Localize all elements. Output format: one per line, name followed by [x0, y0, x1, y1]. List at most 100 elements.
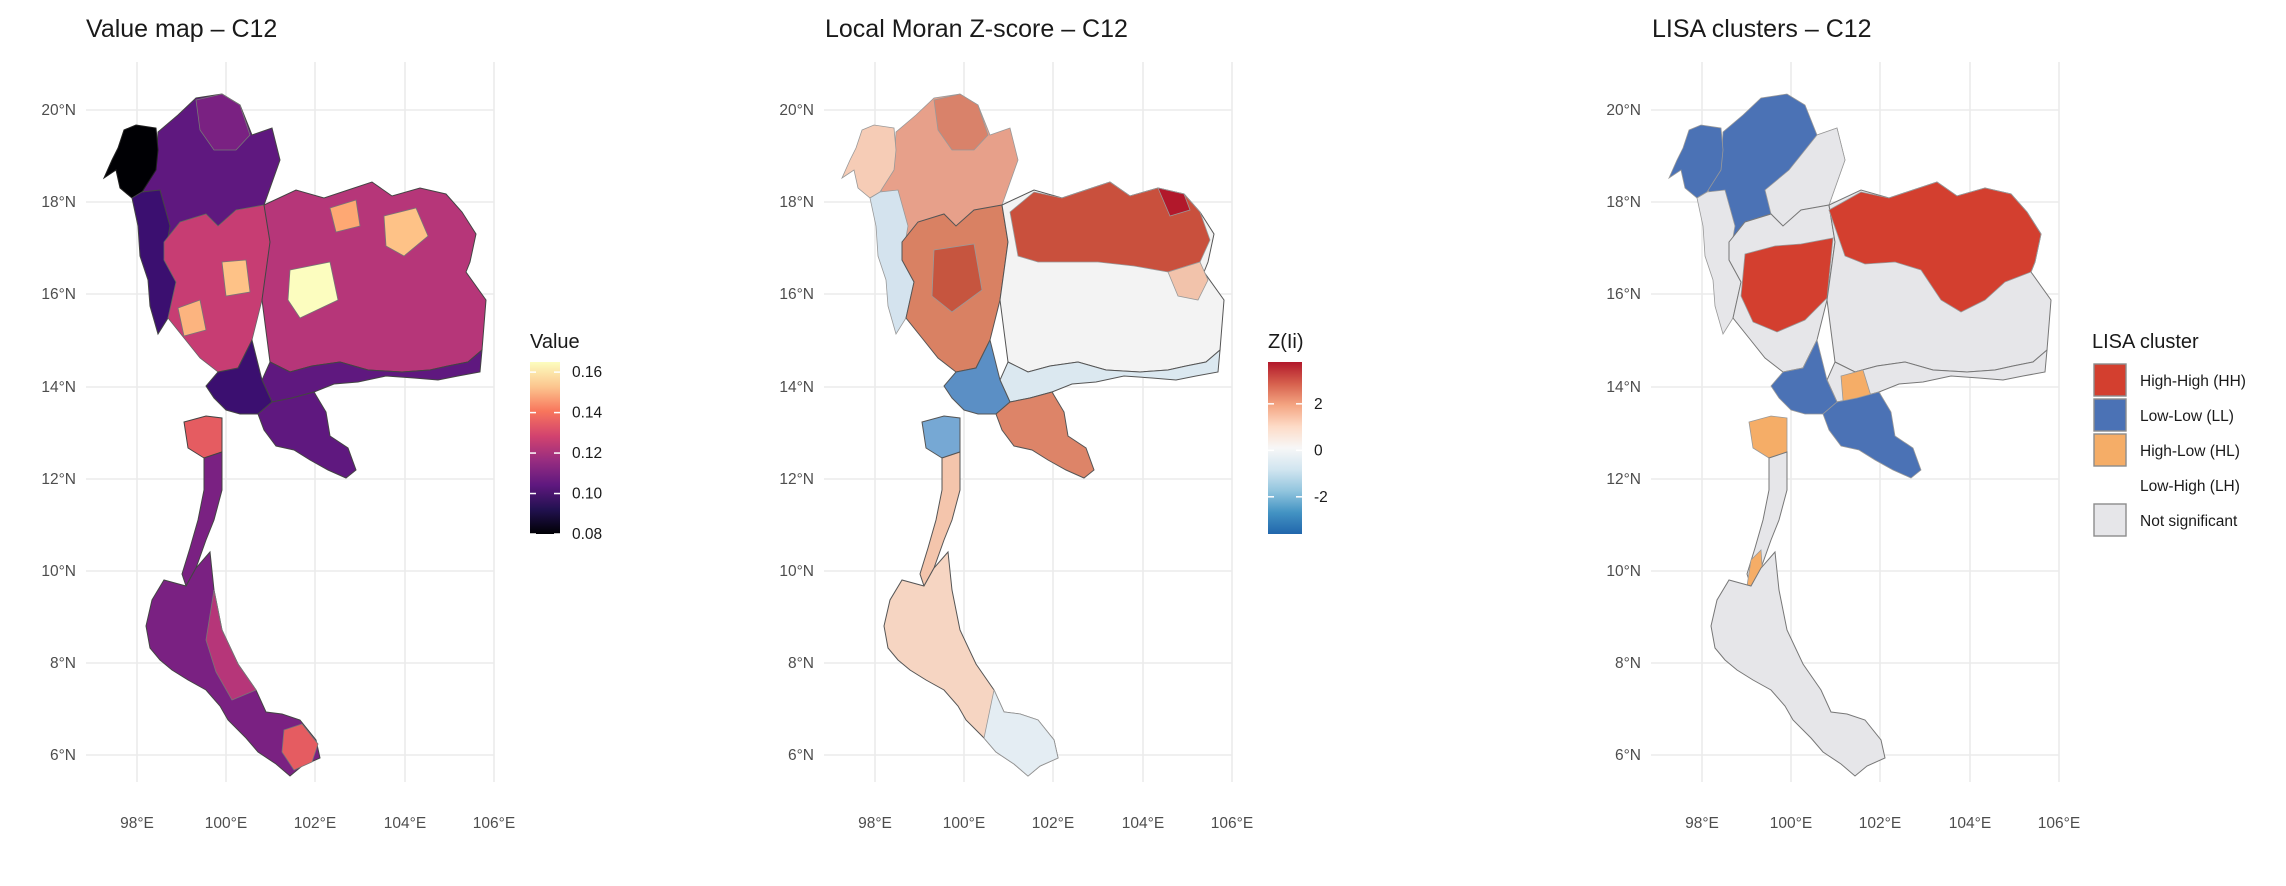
colorbar-tick-label: 0.16	[572, 364, 602, 381]
x-tick-label: 102°E	[1859, 815, 1901, 832]
region-northeast-red-z	[1009, 181, 1211, 273]
x-axis-ticks: 98°E 100°E 102°E 104°E 106°E	[1685, 815, 2080, 832]
y-tick-label: 12°N	[41, 471, 76, 488]
region-central-west-bright-value	[177, 299, 207, 337]
legend-item-label: High-High (HH)	[2140, 373, 2246, 390]
region-northeast-darkred-z	[1157, 187, 1191, 217]
y-tick-label: 18°N	[779, 194, 814, 211]
legend-z: Z(Ii) 2 0 -2	[1268, 331, 1328, 534]
region-south-tip-value	[281, 723, 319, 771]
x-tick-label: 100°E	[1770, 815, 1812, 832]
y-axis-ticks: 20°N 18°N 16°N 14°N 12°N 10°N 8°N 6°N	[1606, 102, 1641, 764]
panel-lisa-map: LISA clusters – C12 98°E 100°E 102°E 104°E 1…	[1606, 15, 2246, 832]
region-south-tip-z	[983, 688, 1059, 777]
colorbar-tick-label: 0.14	[572, 405, 603, 422]
y-tick-label: 20°N	[779, 102, 814, 119]
x-tick-label: 104°E	[1949, 815, 1991, 832]
region-north-east-sub-z	[933, 93, 989, 151]
y-axis-ticks: 20°N 18°N 16°N 14°N 12°N 10°N 8°N 6°N	[41, 102, 76, 764]
region-south-lisa	[1710, 550, 1886, 777]
colorbar-tick-label: 0.10	[572, 486, 603, 503]
region-northeast-salmon-z	[1167, 261, 1209, 301]
y-tick-label: 12°N	[779, 471, 814, 488]
legend-swatch	[2093, 363, 2127, 397]
x-tick-label: 106°E	[2038, 815, 2080, 832]
y-tick-label: 6°N	[788, 747, 814, 764]
x-tick-label: 98°E	[120, 815, 154, 832]
legend-swatch	[2094, 469, 2126, 501]
thailand-map-z	[841, 93, 1225, 777]
x-tick-label: 102°E	[1032, 815, 1074, 832]
y-tick-label: 14°N	[1606, 379, 1641, 396]
legend-item-label: Not significant	[2140, 513, 2238, 530]
y-tick-label: 16°N	[41, 286, 76, 303]
x-tick-label: 98°E	[1685, 815, 1719, 832]
legend-items: High-High (HH) Low-Low (LL) High-Low (HL) L…	[2093, 363, 2246, 537]
panel-title: Value map – C12	[86, 15, 277, 43]
region-northeast-hh-lisa	[1828, 181, 2042, 313]
legend-item-label: Low-Low (LL)	[2140, 408, 2234, 425]
region-north-east-sub-value	[195, 93, 251, 151]
panel-z-score-map: Local Moran Z-score – C12 98°E 100°E 102°E…	[779, 15, 1327, 832]
y-tick-label: 14°N	[41, 379, 76, 396]
y-tick-label: 8°N	[50, 655, 76, 672]
region-west-south-lisa	[1748, 415, 1788, 459]
x-tick-label: 102°E	[294, 815, 336, 832]
y-tick-label: 16°N	[1606, 286, 1641, 303]
y-tick-label: 20°N	[1606, 102, 1641, 119]
y-tick-label: 16°N	[779, 286, 814, 303]
y-tick-label: 8°N	[788, 655, 814, 672]
y-tick-label: 10°N	[779, 563, 814, 580]
region-central-bright-value	[221, 259, 251, 297]
thailand-map-value	[102, 93, 487, 777]
x-tick-label: 104°E	[384, 815, 426, 832]
region-southeast-z	[995, 391, 1095, 479]
legend-value: Value 0.16 0.14 0.12 0.10 0.08	[530, 331, 603, 543]
y-tick-label: 18°N	[1606, 194, 1641, 211]
y-tick-label: 6°N	[1615, 747, 1641, 764]
region-northeast-bright1-value	[287, 261, 339, 319]
colorbar-tick-label: 2	[1314, 396, 1323, 413]
thailand-map-lisa	[1668, 93, 2052, 777]
x-tick-label: 100°E	[943, 815, 985, 832]
y-tick-label: 20°N	[41, 102, 76, 119]
legend-swatch	[2093, 503, 2127, 537]
colorbar-tick-label: -2	[1314, 489, 1328, 506]
y-tick-label: 8°N	[1615, 655, 1641, 672]
x-tick-label: 100°E	[205, 815, 247, 832]
legend-item-label: High-Low (HL)	[2140, 443, 2240, 460]
colorbar-tick-label: 0.08	[572, 526, 602, 543]
y-tick-label: 6°N	[50, 747, 76, 764]
region-central-hh-lisa	[1740, 237, 1834, 333]
colorbar-tick-label: 0.12	[572, 445, 602, 462]
x-tick-label: 98°E	[858, 815, 892, 832]
y-axis-ticks: 20°N 18°N 16°N 14°N 12°N 10°N 8°N 6°N	[779, 102, 814, 764]
legend-title: Z(Ii)	[1268, 331, 1304, 353]
x-tick-label: 106°E	[1211, 815, 1253, 832]
region-west-south-value	[183, 415, 223, 459]
x-axis-ticks: 98°E 100°E 102°E 104°E 106°E	[858, 815, 1253, 832]
y-tick-label: 14°N	[779, 379, 814, 396]
panel-value-map: Value map – C12 98°E 100°E 102°E 104°E 106°E…	[41, 15, 602, 832]
region-southeast-lisa	[1822, 391, 1922, 479]
y-tick-label: 10°N	[1606, 563, 1641, 580]
region-northeast-bright2-value	[383, 207, 429, 257]
colorbar	[530, 362, 560, 534]
colorbar	[1268, 362, 1302, 534]
region-southeast-value	[257, 391, 357, 479]
legend-swatch	[2093, 433, 2127, 467]
colorbar-ticks: 2 0 -2	[1268, 396, 1328, 506]
panel-title: Local Moran Z-score – C12	[825, 15, 1128, 43]
legend-item-label: Low-High (LH)	[2140, 478, 2240, 495]
y-tick-label: 18°N	[41, 194, 76, 211]
colorbar-tick-label: 0	[1314, 442, 1323, 459]
region-central-red-z	[931, 243, 983, 313]
legend-title: Value	[530, 331, 580, 353]
region-west-south-z	[921, 415, 961, 459]
y-tick-label: 12°N	[1606, 471, 1641, 488]
y-tick-label: 10°N	[41, 563, 76, 580]
panel-title: LISA clusters – C12	[1652, 15, 1872, 43]
legend-swatch	[2093, 398, 2127, 432]
region-south-east-sub-value	[205, 589, 257, 701]
